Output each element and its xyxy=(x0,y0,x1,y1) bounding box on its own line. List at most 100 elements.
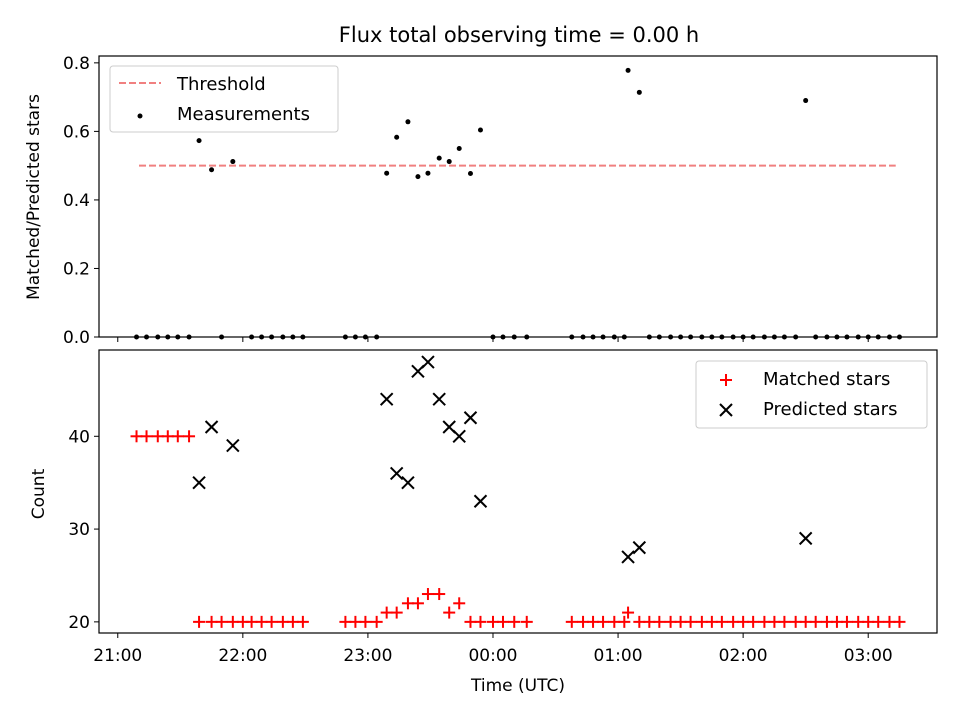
bottom-legend-box xyxy=(695,360,928,429)
matched-star-point xyxy=(390,606,403,619)
measurement-point xyxy=(625,67,631,73)
measurement-point xyxy=(436,155,442,161)
matched-star-point xyxy=(411,597,424,610)
matched-star-point xyxy=(464,615,477,628)
matched-star-point xyxy=(705,615,718,628)
bottom-x-ticks: 21:00 22:00 23:00 00:00 01:00 02:00 03:00 xyxy=(93,633,893,666)
predicted-star-point xyxy=(389,466,404,481)
matched-star-point xyxy=(359,615,372,628)
top-plot-area xyxy=(134,67,902,340)
threshold-legend-label: Threshold xyxy=(176,74,266,95)
top-axes-frame xyxy=(98,55,938,338)
matched-star-point xyxy=(171,430,184,443)
matched-star-point xyxy=(633,615,646,628)
matched-legend-marker xyxy=(720,374,732,386)
measurement-point xyxy=(467,171,473,177)
count-panel: Count Time (UTC) 20 30 40 21:00 22:00 23:00 0… xyxy=(29,349,938,696)
matched-star-point xyxy=(883,615,896,628)
bottom-x-tick-label: 23:00 xyxy=(343,646,392,666)
matched-star-point xyxy=(618,615,631,628)
measurements-legend-marker xyxy=(137,113,143,119)
matched-star-point xyxy=(130,430,143,443)
measurement-point xyxy=(425,170,431,176)
top-y-tick-label: 0.6 xyxy=(63,122,90,142)
predicted-star-point xyxy=(192,475,206,490)
measurements-legend-label: Measurements xyxy=(177,104,310,125)
matched-star-point xyxy=(565,615,578,628)
predicted-star-point xyxy=(401,475,415,490)
matched-star-point xyxy=(193,615,206,628)
top-y-tick-label: 0.8 xyxy=(63,54,90,74)
matched-star-point xyxy=(587,615,600,628)
matched-star-point xyxy=(443,606,456,619)
top-y-tick-label: 0.4 xyxy=(63,191,90,211)
top-legend-box xyxy=(109,65,339,133)
matched-star-point xyxy=(715,615,728,628)
matched-star-point xyxy=(778,615,791,628)
matched-star-point xyxy=(245,615,258,628)
matched-star-point xyxy=(433,588,446,601)
matched-star-point xyxy=(226,615,239,628)
bottom-y-tick-label: 20 xyxy=(68,613,90,633)
matched-star-point xyxy=(508,615,521,628)
measurement-point xyxy=(196,138,202,144)
predicted-star-point xyxy=(473,494,488,508)
matched-star-point xyxy=(215,615,228,628)
bottom-legend: Matched stars Predicted stars xyxy=(695,360,928,429)
matched-star-point xyxy=(486,615,499,628)
matched-star-point xyxy=(380,606,393,619)
matched-star-point xyxy=(286,615,299,628)
matched-star-point xyxy=(622,606,635,619)
matched-star-point xyxy=(401,597,414,610)
bottom-x-tick-label: 00:00 xyxy=(468,646,517,666)
chart-title: Flux total observing time = 0.00 h xyxy=(339,23,699,47)
matched-star-point xyxy=(140,430,153,443)
matched-star-point xyxy=(421,588,434,601)
matched-star-point xyxy=(205,615,218,628)
top-y-tick-label: 0.2 xyxy=(63,259,90,279)
predicted-legend-marker xyxy=(719,403,733,417)
top-x-ticks xyxy=(117,337,869,342)
predicted-star-point xyxy=(204,420,219,434)
matched-star-point xyxy=(695,615,708,628)
bottom-x-tick-label: 22:00 xyxy=(218,646,267,666)
bottom-y-tick-label: 30 xyxy=(68,520,90,540)
measurement-point xyxy=(477,127,483,133)
measurement-point xyxy=(209,167,215,173)
bottom-x-tick-label: 21:00 xyxy=(93,646,142,666)
predicted-star-point xyxy=(463,411,478,425)
top-y-ticks: 0.0 0.2 0.4 0.6 0.8 xyxy=(63,54,99,348)
matched-star-point xyxy=(577,615,590,628)
matched-star-point xyxy=(265,615,278,628)
measurement-point xyxy=(384,170,390,176)
predicted-star-point xyxy=(226,438,240,453)
bottom-y-ticks: 20 30 40 xyxy=(68,427,99,633)
measurement-point xyxy=(446,159,452,165)
predicted-star-point xyxy=(432,392,446,406)
matched-star-point xyxy=(183,430,196,443)
measurement-point xyxy=(456,146,462,152)
matched-star-point xyxy=(893,615,906,628)
matched-star-point xyxy=(852,615,865,628)
top-legend: Threshold Measurements xyxy=(109,65,339,133)
matched-star-point xyxy=(758,615,771,628)
matched-star-point xyxy=(799,615,812,628)
matched-star-point xyxy=(339,615,352,628)
top-y-tick-label: 0.0 xyxy=(63,328,90,348)
matched-star-point xyxy=(862,615,875,628)
matched-star-point xyxy=(296,615,309,628)
matched-star-point xyxy=(664,615,677,628)
matched-star-point xyxy=(151,430,164,443)
matched-star-point xyxy=(608,615,621,628)
matched-star-point xyxy=(727,615,740,628)
matched-star-point xyxy=(520,615,533,628)
predicted-star-point xyxy=(632,540,647,555)
matched-star-point xyxy=(653,615,666,628)
matched-star-point xyxy=(370,615,383,628)
matched-star-point xyxy=(830,615,843,628)
matched-star-point xyxy=(684,615,697,628)
matched-star-point xyxy=(747,615,760,628)
measurement-point xyxy=(415,174,421,180)
matched-star-point xyxy=(809,615,822,628)
